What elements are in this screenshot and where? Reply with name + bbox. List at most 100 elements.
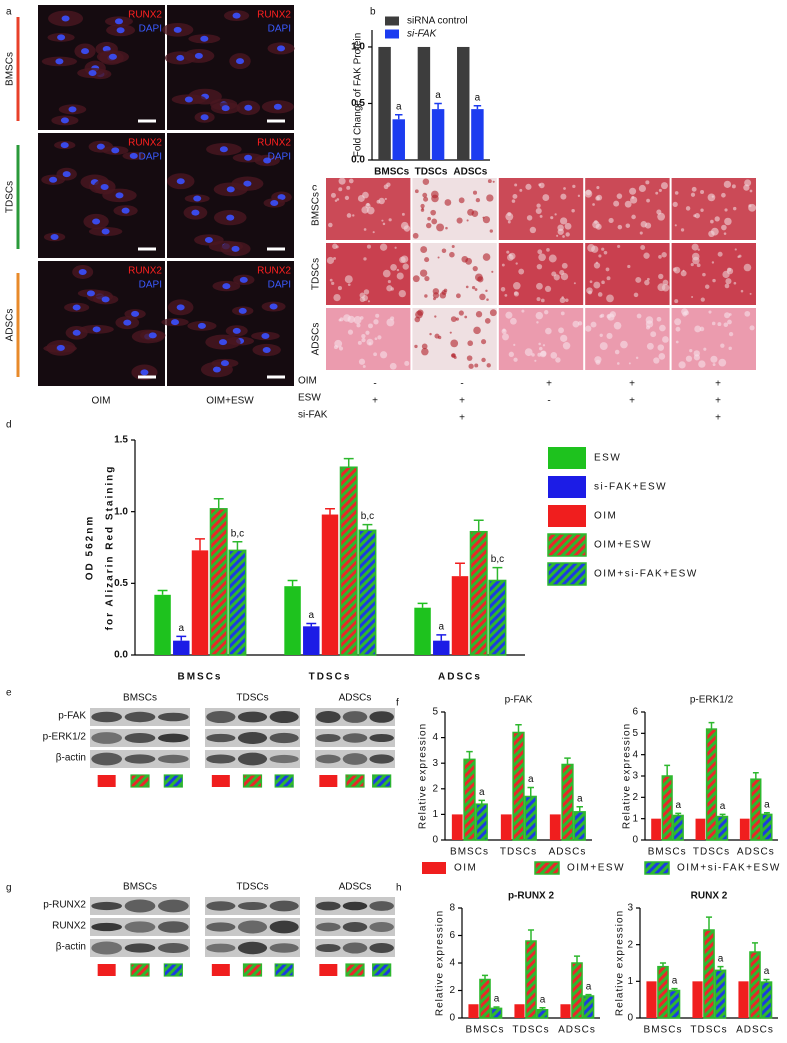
stain-speck bbox=[678, 361, 686, 369]
band bbox=[316, 901, 341, 911]
stain-speck bbox=[482, 216, 485, 219]
stain-speck bbox=[691, 186, 697, 192]
condition-swatch bbox=[319, 964, 338, 976]
band bbox=[237, 752, 268, 766]
nucleus bbox=[261, 332, 270, 339]
stain-speck bbox=[640, 221, 647, 228]
stain-speck bbox=[589, 280, 593, 284]
stain-speck bbox=[572, 184, 576, 189]
stain-speck bbox=[545, 327, 552, 335]
x-tick-label: ADSCs bbox=[438, 672, 482, 683]
band-label: RUNX2 bbox=[52, 921, 86, 932]
bar bbox=[561, 763, 574, 841]
nucleus bbox=[273, 103, 282, 110]
panel-label: c bbox=[312, 183, 317, 194]
nucleus bbox=[222, 283, 231, 290]
stain-speck bbox=[548, 254, 557, 263]
stain-speck bbox=[356, 323, 361, 328]
bar bbox=[475, 803, 488, 841]
stain-speck bbox=[597, 292, 603, 297]
stain-speck bbox=[377, 335, 382, 340]
stain-speck bbox=[645, 320, 654, 328]
y-axis-label: Relative expression bbox=[622, 723, 633, 829]
y-tick-label: 6 bbox=[632, 707, 638, 718]
band bbox=[206, 922, 236, 932]
nucleus bbox=[49, 176, 58, 183]
stain-speck bbox=[464, 315, 468, 319]
stain-speck bbox=[366, 206, 375, 215]
significance-label: b,c bbox=[231, 528, 244, 539]
stain-speck bbox=[609, 311, 616, 318]
stain-speck bbox=[721, 192, 726, 198]
stain-speck bbox=[525, 183, 532, 190]
stain-speck bbox=[421, 343, 428, 350]
stain-speck bbox=[338, 187, 343, 192]
nucleus bbox=[101, 228, 110, 235]
error-bar bbox=[492, 566, 503, 581]
stain-speck bbox=[402, 263, 409, 270]
nucleus bbox=[269, 303, 278, 310]
stain-speck bbox=[592, 220, 600, 229]
bar bbox=[468, 1004, 479, 1018]
y-tick-label: 3 bbox=[632, 771, 638, 782]
condition-swatch bbox=[130, 963, 150, 977]
stain-speck bbox=[563, 187, 566, 190]
stain-label: RUNX2 bbox=[257, 138, 291, 149]
stain-speck bbox=[437, 256, 440, 259]
stain-speck bbox=[606, 294, 614, 303]
stain-speck bbox=[401, 212, 405, 216]
band bbox=[91, 732, 122, 744]
error-bar bbox=[705, 916, 713, 930]
panel-label: e bbox=[6, 688, 12, 699]
band bbox=[158, 899, 189, 913]
legend-label: siRNA control bbox=[407, 16, 468, 27]
stain-speck bbox=[635, 356, 639, 360]
band bbox=[91, 922, 122, 932]
stain-speck bbox=[710, 219, 714, 224]
row-label: TDSCs bbox=[311, 258, 322, 290]
stain-speck bbox=[692, 256, 700, 265]
stain-speck bbox=[624, 200, 632, 208]
y-tick-label: 1.0 bbox=[114, 506, 128, 517]
bar bbox=[173, 640, 190, 655]
band bbox=[206, 754, 236, 764]
legend-swatch bbox=[548, 447, 586, 469]
stain-speck bbox=[378, 197, 385, 205]
stain-speck bbox=[346, 213, 352, 218]
nucleus bbox=[81, 48, 90, 55]
legend-label: OIM bbox=[594, 511, 617, 522]
nucleus bbox=[200, 114, 209, 121]
significance-label: a bbox=[672, 975, 678, 986]
stain-speck bbox=[536, 263, 543, 270]
stain-speck bbox=[339, 317, 344, 322]
stain-speck bbox=[598, 254, 602, 258]
error-bar bbox=[573, 955, 581, 963]
stain-speck bbox=[458, 310, 464, 316]
bar bbox=[451, 576, 469, 655]
condition-mark: - bbox=[373, 379, 376, 390]
stain-speck bbox=[700, 189, 705, 194]
stain-speck bbox=[389, 362, 397, 370]
group-label: BMSCs bbox=[123, 882, 157, 893]
stain-speck bbox=[672, 201, 678, 207]
y-tick-label: 1.0 bbox=[351, 42, 365, 53]
stain-speck bbox=[336, 198, 340, 201]
stain-speck bbox=[550, 352, 558, 359]
nucleus bbox=[236, 58, 245, 65]
band bbox=[342, 711, 368, 723]
condition-swatch bbox=[211, 964, 230, 976]
nucleus bbox=[55, 58, 64, 65]
stain-speck bbox=[698, 360, 706, 368]
error-bar bbox=[564, 757, 571, 765]
y-tick-label: 4 bbox=[432, 732, 438, 743]
nucleus bbox=[176, 54, 185, 61]
stain-speck bbox=[561, 296, 564, 299]
stain-label: DAPI bbox=[139, 280, 162, 291]
stain-speck bbox=[536, 203, 541, 208]
nucleus bbox=[72, 329, 81, 336]
nucleus bbox=[244, 104, 253, 111]
band-label: β-actin bbox=[56, 753, 86, 764]
stain-speck bbox=[635, 276, 642, 283]
stain-speck bbox=[711, 321, 716, 326]
stain-speck bbox=[379, 243, 388, 251]
